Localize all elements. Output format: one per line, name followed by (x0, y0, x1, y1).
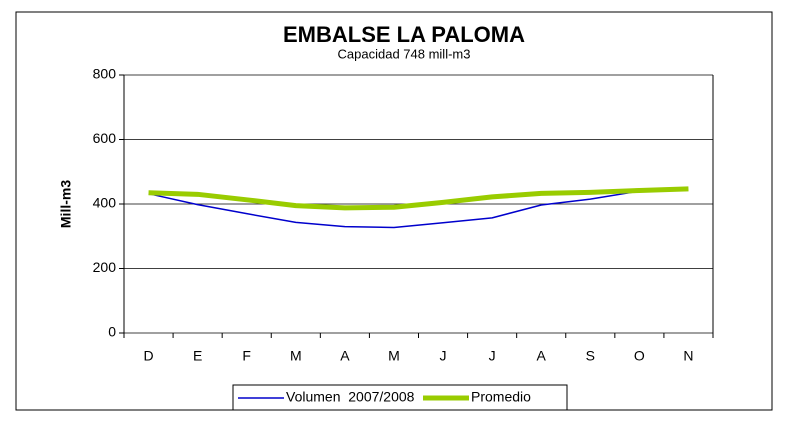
x-tick-label: A (537, 348, 547, 364)
chart-border (15, 11, 773, 411)
legend-box (232, 384, 568, 411)
chart-title: EMBALSE LA PALOMA (283, 22, 525, 47)
legend-label: Volumen 2007/2008 (286, 389, 415, 405)
chart-subtitle: Capacidad 748 mill-m3 (338, 46, 471, 61)
series-line (148, 186, 689, 211)
x-tick-label: S (586, 348, 595, 364)
x-tick-label: J (440, 348, 447, 364)
x-tick-label: M (388, 348, 400, 364)
y-tick-label: 0 (108, 324, 116, 340)
x-tick-label: N (683, 348, 693, 364)
x-tick-label: M (290, 348, 302, 364)
y-tick-label: 800 (93, 66, 117, 82)
x-tick-label: E (193, 348, 202, 364)
y-tick-label: 200 (93, 259, 117, 275)
x-tick-label: F (242, 348, 251, 364)
y-tick-label: 400 (93, 195, 117, 211)
y-tick-label: 600 (93, 130, 117, 146)
y-axis-label: Mill-m3 (58, 180, 74, 228)
series-line (148, 190, 640, 229)
x-tick-label: A (340, 348, 350, 364)
x-tick-label: D (143, 348, 153, 364)
x-tick-label: O (634, 348, 645, 364)
x-tick-label: J (489, 348, 496, 364)
legend-label: Promedio (471, 389, 531, 405)
